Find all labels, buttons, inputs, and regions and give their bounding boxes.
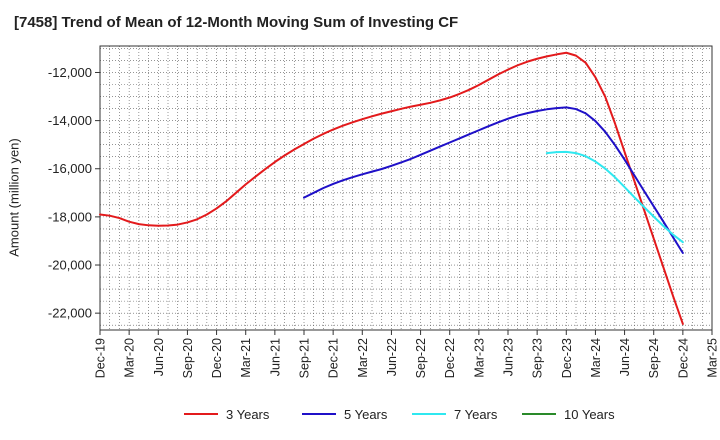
- x-tick-label: Mar-23: [472, 338, 486, 378]
- x-tick-label: Mar-21: [239, 338, 253, 378]
- chart-title: [7458] Trend of Mean of 12-Month Moving …: [14, 14, 459, 31]
- y-tick-label: -12,000: [48, 65, 92, 80]
- legend-label: 5 Years: [344, 407, 388, 422]
- x-tick-label: Mar-20: [123, 338, 137, 378]
- x-tick-label: Dec-22: [443, 338, 457, 378]
- x-tick-label: Dec-23: [560, 338, 574, 378]
- plot-area: [100, 46, 712, 330]
- legend-label: 3 Years: [226, 407, 270, 422]
- legend-label: 10 Years: [564, 407, 615, 422]
- legend-label: 7 Years: [454, 407, 498, 422]
- x-tick-label: Dec-24: [676, 338, 690, 378]
- x-tick-label: Dec-21: [327, 338, 341, 378]
- y-tick-label: -14,000: [48, 113, 92, 128]
- x-tick-label: Dec-19: [94, 338, 108, 378]
- y-tick-label: -16,000: [48, 161, 92, 176]
- x-tick-label: Jun-24: [618, 338, 632, 376]
- y-tick-label: -22,000: [48, 306, 92, 321]
- y-tick-label: -20,000: [48, 258, 92, 273]
- x-tick-label: Sep-22: [414, 338, 428, 378]
- plot-border: [99, 45, 713, 331]
- x-tick-label: Mar-24: [589, 338, 603, 378]
- x-tick-label: Sep-23: [531, 338, 545, 378]
- series-line-3-years: [99, 51, 684, 325]
- x-tick-label: Sep-21: [298, 338, 312, 378]
- x-tick-label: Sep-20: [181, 338, 195, 378]
- x-tick-label: Mar-25: [706, 338, 720, 378]
- series-line-5-years: [303, 106, 684, 254]
- x-tick-label: Sep-24: [647, 338, 661, 378]
- x-tick-label: Jun-23: [502, 338, 516, 376]
- x-tick-label: Mar-22: [356, 338, 370, 378]
- x-tick-label: Jun-20: [152, 338, 166, 376]
- y-tick-label: -18,000: [48, 209, 92, 224]
- x-tick-label: Jun-21: [268, 338, 282, 376]
- series-line-7-years: [545, 150, 684, 244]
- x-tick-label: Jun-22: [385, 338, 399, 376]
- x-tick-label: Dec-20: [210, 338, 224, 378]
